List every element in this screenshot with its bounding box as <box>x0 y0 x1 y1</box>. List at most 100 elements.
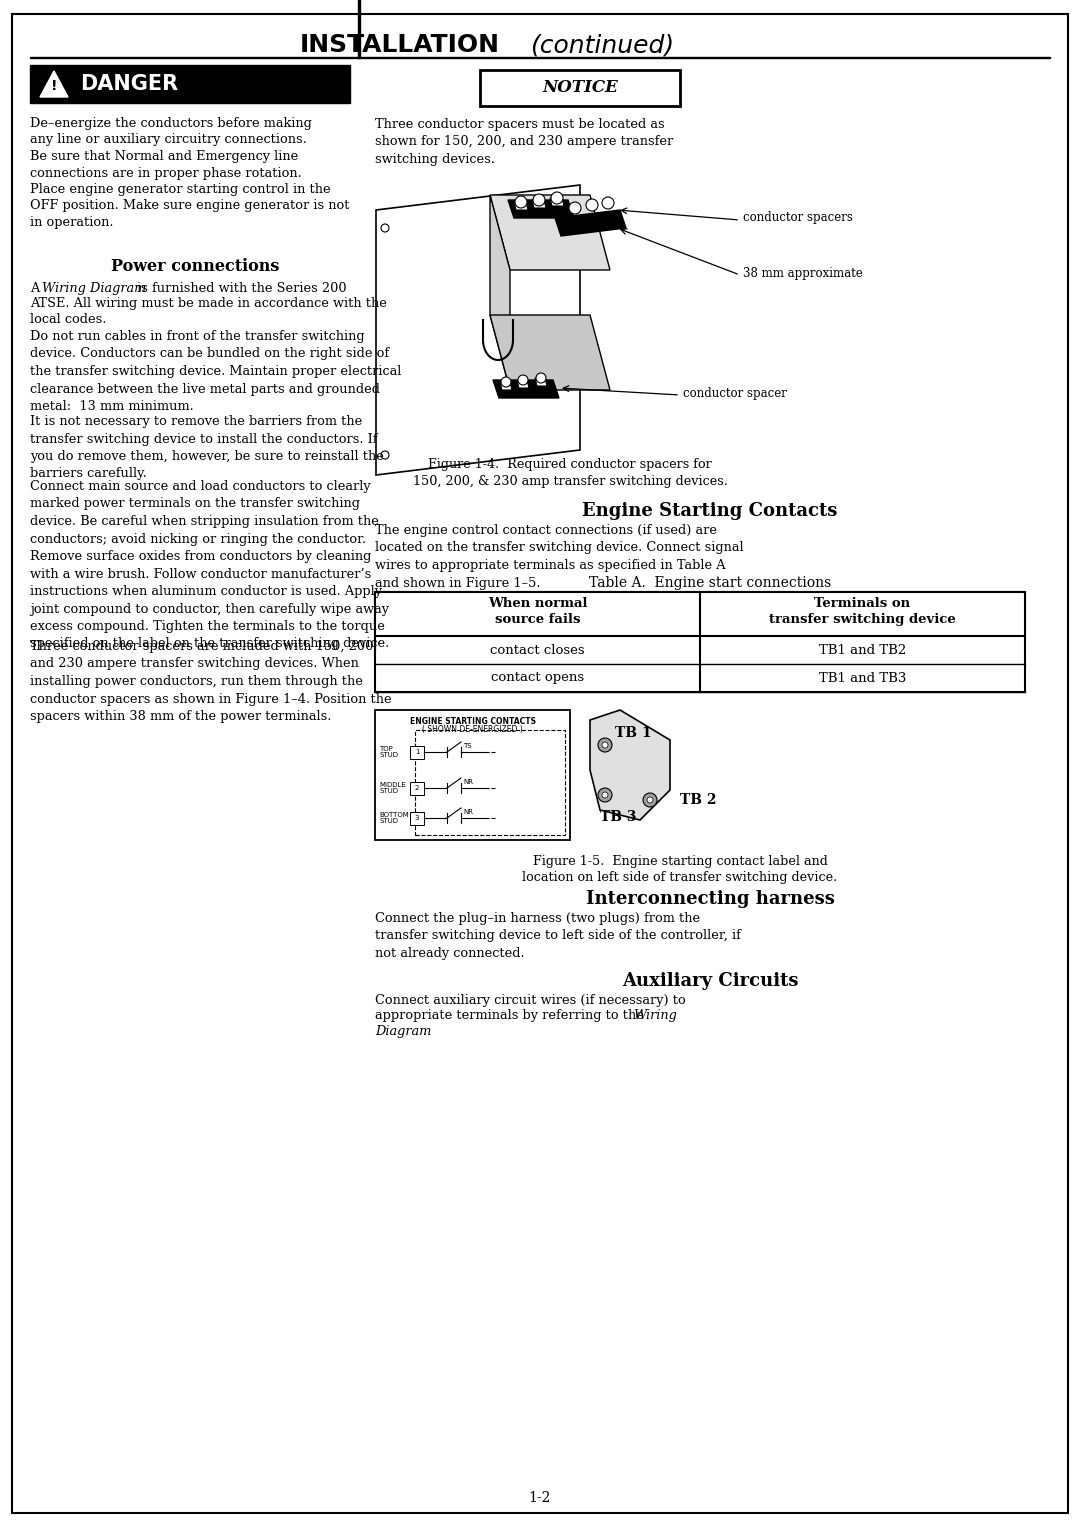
Polygon shape <box>535 379 546 386</box>
Circle shape <box>602 793 608 799</box>
Text: TB 1: TB 1 <box>615 725 651 741</box>
Bar <box>410 782 424 796</box>
Bar <box>375 592 1025 692</box>
Polygon shape <box>508 200 573 218</box>
Text: NR: NR <box>463 809 473 815</box>
Bar <box>410 747 424 759</box>
Text: 3: 3 <box>415 815 419 822</box>
Text: BOTTOM
STUD: BOTTOM STUD <box>379 812 408 825</box>
Text: contact opens: contact opens <box>491 672 584 684</box>
Text: NOTICE: NOTICE <box>542 79 618 96</box>
Text: ATSE. All wiring must be made in accordance with the: ATSE. All wiring must be made in accorda… <box>30 298 387 310</box>
Text: Three conductor spacers are included with 150, 200,
and 230 ampere transfer swit: Three conductor spacers are included wit… <box>30 640 392 722</box>
Polygon shape <box>514 202 528 211</box>
Bar <box>480 70 680 105</box>
Text: any line or auxiliary circuitry connections.: any line or auxiliary circuitry connecti… <box>30 133 307 147</box>
Text: Interconnecting harness: Interconnecting harness <box>585 890 835 909</box>
Text: TOP
STUD: TOP STUD <box>379 745 399 759</box>
Text: When normal
source fails: When normal source fails <box>488 597 588 626</box>
Text: connections are in proper phase rotation.: connections are in proper phase rotation… <box>30 166 301 180</box>
Polygon shape <box>517 380 529 388</box>
Bar <box>410 812 424 825</box>
Text: 2: 2 <box>415 785 419 791</box>
Text: Terminals on
transfer switching device: Terminals on transfer switching device <box>769 597 956 626</box>
Circle shape <box>598 738 612 751</box>
Text: 38 mm approximate: 38 mm approximate <box>743 267 863 279</box>
Text: Table A.  Engine start connections: Table A. Engine start connections <box>589 576 832 589</box>
Polygon shape <box>590 710 670 820</box>
Text: appropriate terminals by referring to the: appropriate terminals by referring to th… <box>375 1009 648 1023</box>
Polygon shape <box>550 199 564 206</box>
Bar <box>375 710 570 840</box>
Text: in operation.: in operation. <box>30 215 113 229</box>
Text: TB 3: TB 3 <box>600 809 636 825</box>
Circle shape <box>647 797 653 803</box>
Text: .: . <box>423 1025 427 1038</box>
Text: MIDDLE
STUD: MIDDLE STUD <box>379 782 406 794</box>
Polygon shape <box>490 315 610 389</box>
Circle shape <box>518 376 528 385</box>
Text: Figure 1-5.  Engine starting contact label and
location on left side of transfer: Figure 1-5. Engine starting contact labe… <box>523 855 838 884</box>
Bar <box>415 730 565 835</box>
Polygon shape <box>492 380 559 399</box>
Text: contact closes: contact closes <box>490 643 584 657</box>
Text: Three conductor spacers must be located as
shown for 150, 200, and 230 ampere tr: Three conductor spacers must be located … <box>375 118 673 166</box>
Text: 1-2: 1-2 <box>529 1490 551 1506</box>
Text: !: ! <box>51 79 57 93</box>
Text: Power connections: Power connections <box>111 258 280 275</box>
Text: Connect main source and load conductors to clearly
marked power terminals on the: Connect main source and load conductors … <box>30 479 389 651</box>
Text: conductor spacers: conductor spacers <box>743 212 853 224</box>
Polygon shape <box>532 200 546 208</box>
Text: The engine control contact connections (if used) are
located on the transfer swi: The engine control contact connections (… <box>375 524 744 589</box>
Text: TS: TS <box>463 744 472 750</box>
Text: local codes.: local codes. <box>30 313 106 325</box>
Polygon shape <box>490 195 610 270</box>
Text: TB1 and TB3: TB1 and TB3 <box>819 672 906 684</box>
Circle shape <box>536 373 546 383</box>
Text: Auxiliary Circuits: Auxiliary Circuits <box>622 973 798 989</box>
Text: Place engine generator starting control in the: Place engine generator starting control … <box>30 183 330 195</box>
Circle shape <box>501 377 511 386</box>
Polygon shape <box>40 70 68 98</box>
Text: TB 2: TB 2 <box>680 793 716 806</box>
Text: Connect the plug–in harness (two plugs) from the
transfer switching device to le: Connect the plug–in harness (two plugs) … <box>375 912 741 960</box>
Text: A: A <box>30 282 43 295</box>
Text: DANGER: DANGER <box>80 73 178 95</box>
Circle shape <box>586 199 598 211</box>
Text: is furnished with the Series 200: is furnished with the Series 200 <box>133 282 347 295</box>
Circle shape <box>381 450 389 460</box>
Text: conductor spacer: conductor spacer <box>683 386 787 400</box>
Text: Engine Starting Contacts: Engine Starting Contacts <box>582 502 838 521</box>
Bar <box>375 592 1025 637</box>
Circle shape <box>551 192 563 205</box>
Bar <box>30 66 350 102</box>
Text: NR: NR <box>463 779 473 785</box>
Text: ENGINE STARTING CONTACTS: ENGINE STARTING CONTACTS <box>409 718 536 725</box>
Text: TB1 and TB2: TB1 and TB2 <box>819 643 906 657</box>
Circle shape <box>643 793 657 806</box>
Bar <box>357 0 360 58</box>
Text: INSTALLATION: INSTALLATION <box>300 34 500 56</box>
Circle shape <box>598 788 612 802</box>
Text: Wiring: Wiring <box>633 1009 677 1023</box>
Text: OFF position. Make sure engine generator is not: OFF position. Make sure engine generator… <box>30 200 350 212</box>
Text: Do not run cables in front of the transfer switching
device. Conductors can be b: Do not run cables in front of the transf… <box>30 330 402 412</box>
Text: Figure 1-4.  Required conductor spacers for
150, 200, & 230 amp transfer switchi: Figure 1-4. Required conductor spacers f… <box>413 458 728 487</box>
Text: ( SHOWN DE-ENERGIZED ): ( SHOWN DE-ENERGIZED ) <box>422 725 523 734</box>
Polygon shape <box>490 195 510 389</box>
Circle shape <box>515 195 527 208</box>
Text: 1: 1 <box>415 750 419 754</box>
Text: (continued): (continued) <box>530 34 674 56</box>
Text: De–energize the conductors before making: De–energize the conductors before making <box>30 118 312 130</box>
Circle shape <box>602 197 615 209</box>
Text: Diagram: Diagram <box>375 1025 431 1038</box>
Polygon shape <box>376 185 580 475</box>
Circle shape <box>534 194 545 206</box>
Circle shape <box>569 202 581 214</box>
Text: Be sure that Normal and Emergency line: Be sure that Normal and Emergency line <box>30 150 298 163</box>
Text: Connect auxiliary circuit wires (if necessary) to: Connect auxiliary circuit wires (if nece… <box>375 994 686 1006</box>
Text: It is not necessary to remove the barriers from the
transfer switching device to: It is not necessary to remove the barrie… <box>30 415 383 481</box>
Circle shape <box>602 742 608 748</box>
Text: Wiring Diagram: Wiring Diagram <box>42 282 147 295</box>
Polygon shape <box>500 382 512 389</box>
